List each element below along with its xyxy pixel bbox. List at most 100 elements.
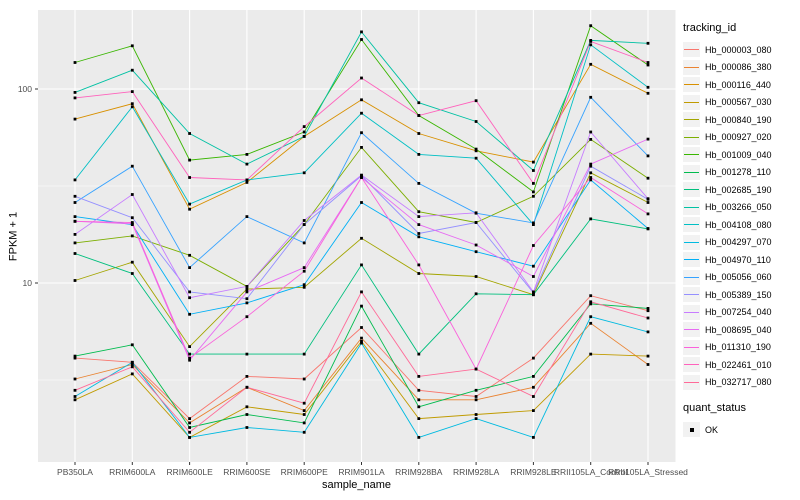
data-point <box>589 300 593 304</box>
legend-key <box>683 287 700 303</box>
data-point <box>589 321 593 325</box>
legend-item-label: Hb_000086_380 <box>705 62 772 73</box>
legend-key <box>683 182 700 198</box>
legend-key <box>683 77 700 93</box>
x-tick-label: RRIM928LE <box>510 467 557 477</box>
data-point <box>646 154 650 158</box>
legend-item-label: Hb_022461_010 <box>705 359 772 370</box>
legend-item: Hb_000567_030 <box>683 94 799 112</box>
data-point <box>130 221 134 224</box>
data-point <box>474 243 478 247</box>
data-point <box>73 215 77 218</box>
data-point <box>474 292 478 296</box>
data-point <box>188 202 191 206</box>
data-point <box>417 405 421 409</box>
legend-key <box>683 217 700 233</box>
data-point <box>532 194 535 198</box>
data-point <box>532 244 535 247</box>
legend-item: Hb_000003_080 <box>683 41 799 59</box>
legend-item: Hb_001009_040 <box>683 146 799 164</box>
data-point <box>417 223 421 226</box>
data-point <box>589 164 593 168</box>
line-swatch-icon <box>684 206 699 208</box>
x-tick-label: RRII105LA_Stressed <box>608 467 688 477</box>
x-tick-label: RRIM600SE <box>223 467 271 477</box>
data-point <box>360 173 363 177</box>
legend-item-quant-ok: OK <box>683 421 799 439</box>
data-point <box>646 201 650 204</box>
line-swatch-icon <box>684 381 699 383</box>
data-point <box>646 212 650 216</box>
data-point <box>646 63 650 67</box>
x-axis-title: sample_name <box>321 479 392 491</box>
line-swatch-icon <box>684 49 699 51</box>
data-point <box>130 234 134 238</box>
data-point <box>188 253 191 257</box>
data-point <box>646 354 650 358</box>
data-point <box>245 181 249 184</box>
data-point <box>360 176 363 179</box>
legend-item-label: Hb_011310_190 <box>705 342 771 353</box>
data-point <box>532 385 535 389</box>
data-point <box>188 417 191 420</box>
x-tick-label: PB350LA <box>57 467 93 477</box>
data-point <box>302 269 306 273</box>
legend-item-label: Hb_000003_080 <box>705 44 772 55</box>
data-point <box>130 343 134 347</box>
data-point <box>417 182 421 185</box>
data-point <box>360 290 363 294</box>
line-swatch-icon <box>684 189 699 191</box>
data-point <box>302 125 306 128</box>
y-tick-label: 10 <box>23 278 33 288</box>
data-point <box>302 130 306 134</box>
data-point <box>130 365 134 369</box>
data-point <box>245 153 249 156</box>
line-swatch-icon <box>684 364 699 366</box>
data-point <box>646 137 650 141</box>
legend-item-label: Hb_005389_150 <box>705 289 772 300</box>
data-point <box>188 158 191 162</box>
data-point <box>130 102 134 106</box>
data-point <box>589 130 593 134</box>
data-point <box>474 413 478 416</box>
legend-item-label: Hb_032717_080 <box>705 377 772 388</box>
data-point <box>360 76 363 80</box>
data-point <box>188 421 191 425</box>
data-point <box>646 363 650 366</box>
data-point <box>474 99 478 103</box>
data-point <box>474 120 478 123</box>
data-point <box>360 146 363 149</box>
data-point <box>417 263 421 267</box>
data-point <box>73 241 77 245</box>
data-point <box>302 413 306 416</box>
data-point <box>474 367 478 371</box>
data-point <box>188 207 191 211</box>
legend-item-label: Hb_000840_190 <box>705 114 772 125</box>
data-point <box>188 176 191 179</box>
data-point <box>360 30 363 34</box>
legend-key <box>683 269 700 285</box>
y-axis-title: FPKM + 1 <box>7 211 20 262</box>
line-swatch-icon <box>684 119 699 121</box>
data-point <box>73 117 77 121</box>
data-point <box>417 114 421 117</box>
data-point <box>646 316 650 320</box>
data-point <box>474 388 478 392</box>
legend-item: Hb_000116_440 <box>683 76 799 94</box>
data-point <box>73 377 77 381</box>
data-point <box>589 178 593 182</box>
legend-item: Hb_032717_080 <box>683 374 799 392</box>
legend-key <box>683 252 700 268</box>
line-swatch-icon <box>684 259 699 261</box>
data-point <box>589 24 593 28</box>
legend-key <box>683 42 700 58</box>
legend-item-label: Hb_000927_020 <box>705 132 772 143</box>
x-tick-label: RRIM928BA <box>395 467 443 477</box>
legend-key <box>683 112 700 128</box>
data-point <box>73 194 77 198</box>
data-point <box>245 178 249 182</box>
data-point <box>245 285 249 288</box>
data-point <box>360 336 363 340</box>
legend-item: Hb_000840_190 <box>683 111 799 129</box>
legend-key <box>683 339 700 355</box>
